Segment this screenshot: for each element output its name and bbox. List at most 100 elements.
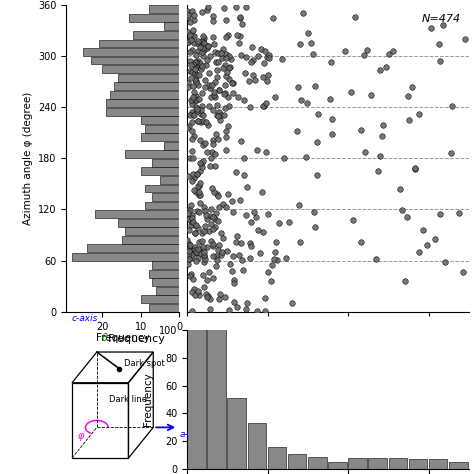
Point [241, 171, 248, 178]
Point [386, 50, 393, 58]
Point [217, 252, 224, 259]
Point [185, 255, 193, 263]
Point [191, 65, 199, 73]
Point [183, 125, 191, 132]
Point [196, 209, 203, 216]
Point [185, 14, 192, 21]
Point [186, 241, 194, 248]
Point [222, 133, 229, 141]
Point [288, 300, 295, 307]
Point [254, 52, 262, 60]
Point [264, 269, 272, 276]
Point [327, 58, 335, 65]
Point [203, 6, 210, 14]
Point [190, 249, 198, 256]
Point [188, 97, 196, 104]
Point [188, 308, 196, 315]
Bar [148, 304, 179, 312]
Point [183, 8, 191, 15]
Point [196, 238, 203, 246]
Point [191, 291, 199, 299]
Point [196, 43, 204, 51]
Point [200, 228, 208, 235]
Point [197, 118, 205, 126]
Point [226, 260, 234, 267]
Point [268, 261, 276, 269]
Point [203, 56, 210, 64]
Point [219, 201, 226, 208]
Point [263, 77, 271, 85]
Point [207, 237, 215, 245]
Point [237, 239, 245, 246]
Point [190, 82, 197, 90]
Point [189, 249, 196, 257]
Point [209, 240, 217, 248]
Point [223, 68, 231, 76]
Point [229, 89, 237, 97]
Point [191, 132, 198, 140]
Point [202, 290, 210, 297]
Point [224, 122, 232, 130]
Point [222, 33, 230, 41]
Point [209, 225, 217, 233]
Point [351, 14, 359, 21]
Point [184, 247, 191, 255]
Point [222, 146, 229, 154]
Point [310, 209, 318, 216]
Point [226, 52, 233, 60]
Point [195, 95, 202, 103]
Point [199, 229, 206, 237]
Point [327, 95, 334, 103]
Point [311, 82, 319, 90]
Point [380, 122, 387, 129]
Bar [187, 190, 206, 469]
Point [199, 89, 206, 97]
Point [204, 122, 211, 129]
Point [210, 91, 218, 99]
Point [240, 97, 247, 104]
Point [235, 93, 242, 101]
Point [396, 186, 404, 193]
Point [184, 28, 191, 36]
Point [199, 237, 206, 245]
Point [193, 39, 201, 46]
Point [247, 58, 255, 65]
Point [215, 295, 223, 303]
Point [214, 246, 222, 254]
Point [192, 58, 200, 65]
Point [363, 46, 371, 54]
Point [187, 270, 195, 277]
Point [213, 111, 221, 119]
Point [184, 256, 191, 264]
Point [196, 59, 204, 67]
Point [208, 184, 216, 191]
Point [200, 37, 207, 45]
Point [415, 110, 422, 118]
Point [201, 283, 208, 291]
Point [242, 4, 249, 11]
Point [204, 42, 212, 50]
Point [188, 135, 195, 143]
Point [300, 9, 307, 17]
Point [218, 248, 226, 255]
Point [236, 32, 244, 40]
Point [192, 249, 200, 256]
Point [214, 49, 222, 56]
Point [210, 274, 217, 282]
Point [399, 207, 406, 214]
Point [237, 137, 245, 145]
Point [188, 46, 196, 54]
Point [188, 100, 196, 108]
Point [198, 106, 205, 114]
Point [243, 53, 250, 60]
Point [222, 16, 229, 23]
Point [240, 154, 248, 162]
Bar [106, 99, 179, 107]
Point [192, 51, 200, 59]
Point [191, 186, 198, 193]
Point [202, 62, 210, 69]
Point [280, 154, 288, 162]
Point [190, 170, 197, 178]
Point [313, 138, 321, 146]
Point [270, 14, 277, 21]
